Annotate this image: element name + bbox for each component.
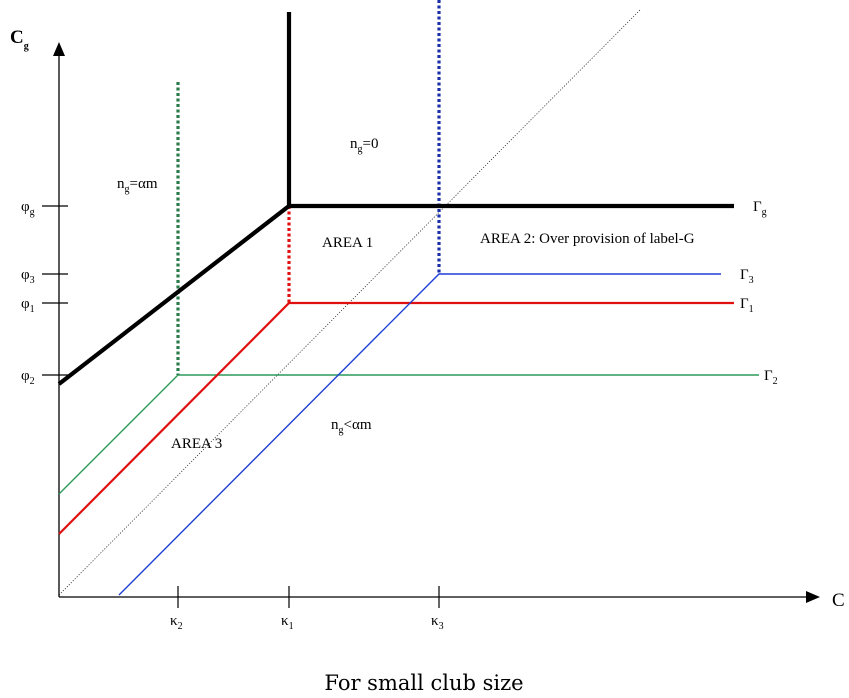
gamma-3-curve [118,273,721,596]
label-phi-2: φ2 [21,368,35,387]
label-phi-g: φg [21,199,35,218]
label-phi-1: φ1 [21,296,35,315]
label-kappa-3: κ3 [431,613,444,632]
gamma-2-curve [58,374,759,495]
label-gamma-2: Γ2 [764,368,778,387]
label-kappa-2: κ2 [170,613,183,632]
label-kappa-1: κ1 [281,613,294,632]
region-ng-zero: ng=0 [350,136,378,155]
figure-caption: For small club size [324,671,523,695]
y-axis-arrowhead [53,42,65,56]
area-3-label: AREA 3 [171,436,222,452]
y-axis-label: Cg [10,27,29,52]
label-gamma-g: Γg [753,199,767,218]
x-axis-arrowhead [806,591,820,603]
label-phi-3: φ3 [21,267,35,286]
region-ng-less-alpha-m: ng<αm [331,417,372,436]
gamma-1-curve [58,301,734,535]
area-2-label: AREA 2: Over provision of label-G [480,231,695,247]
area-1-label: AREA 1 [322,235,373,251]
label-gamma-3: Γ3 [740,267,754,286]
label-gamma-1: Γ1 [740,296,754,315]
region-ng-alpha-m: ng=αm [117,176,158,195]
x-axis-label: C [832,590,845,611]
